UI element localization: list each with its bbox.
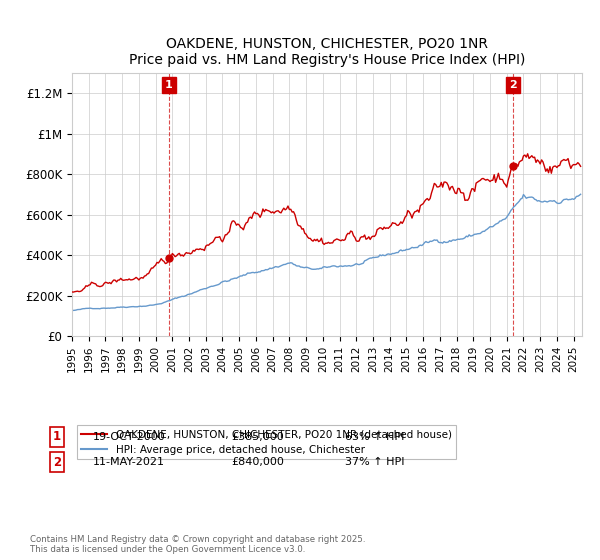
Text: 11-MAY-2021: 11-MAY-2021 bbox=[93, 457, 165, 467]
Text: 37% ↑ HPI: 37% ↑ HPI bbox=[345, 457, 404, 467]
Text: 19-OCT-2000: 19-OCT-2000 bbox=[93, 432, 166, 442]
Text: 1: 1 bbox=[165, 80, 173, 90]
Text: 63% ↑ HPI: 63% ↑ HPI bbox=[345, 432, 404, 442]
Text: £840,000: £840,000 bbox=[231, 457, 284, 467]
Title: OAKDENE, HUNSTON, CHICHESTER, PO20 1NR
Price paid vs. HM Land Registry's House P: OAKDENE, HUNSTON, CHICHESTER, PO20 1NR P… bbox=[129, 38, 525, 67]
Text: 1: 1 bbox=[53, 430, 61, 444]
Text: 2: 2 bbox=[509, 80, 517, 90]
Text: 2: 2 bbox=[53, 455, 61, 469]
Legend: OAKDENE, HUNSTON, CHICHESTER, PO20 1NR (detached house), HPI: Average price, det: OAKDENE, HUNSTON, CHICHESTER, PO20 1NR (… bbox=[77, 426, 456, 459]
Text: Contains HM Land Registry data © Crown copyright and database right 2025.
This d: Contains HM Land Registry data © Crown c… bbox=[30, 535, 365, 554]
Text: £385,000: £385,000 bbox=[231, 432, 284, 442]
